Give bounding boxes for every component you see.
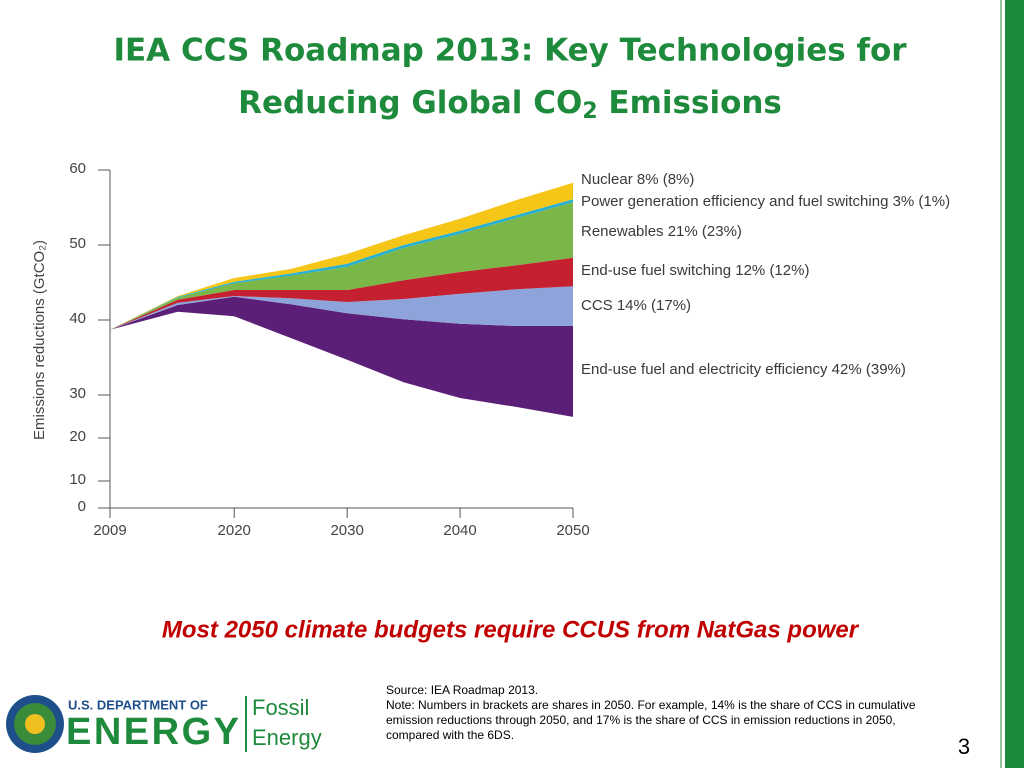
x-tick-label: 2030 <box>330 522 363 539</box>
logo-text: ENERGY <box>66 711 239 753</box>
area <box>110 257 573 330</box>
legend-label: Renewables 21% (23%) <box>581 223 742 240</box>
legend-label: End-use fuel and electricity efficiency … <box>581 361 906 378</box>
logo-text: Energy <box>252 725 322 750</box>
y-axis-label: Emissions reductions (GtCO₂) <box>31 240 48 440</box>
plot: End-use fuel and electricity efficiency … <box>69 160 950 539</box>
x-tick-label: 2040 <box>443 522 476 539</box>
legend-label: Nuclear 8% (8%) <box>581 171 694 188</box>
y-tick-label: 60 <box>69 160 86 177</box>
page-number: 3 <box>958 734 970 759</box>
x-tick-label: 2009 <box>93 522 126 539</box>
area <box>110 286 573 330</box>
note: Note: Numbers in brackets are shares in … <box>386 698 916 742</box>
legend-label: Power generation efficiency and fuel swi… <box>581 193 950 210</box>
area <box>110 296 573 417</box>
logo: U.S. DEPARTMENT OF ENERGY Fossil Energy <box>6 695 322 753</box>
title: IEA CCS Roadmap 2013: Key Technologies f… <box>113 33 907 69</box>
y-tick-label: 50 <box>69 235 86 252</box>
subtitle: Most 2050 climate budgets require CCUS f… <box>162 616 860 643</box>
legend-label: End-use fuel switching 12% (12%) <box>581 262 809 279</box>
title: Reducing Global CO2 Emissions <box>238 85 782 125</box>
area <box>110 182 573 330</box>
side-bar <box>1005 0 1024 768</box>
legend-label: CCS 14% (17%) <box>581 297 691 314</box>
y-tick-label: 10 <box>69 471 86 488</box>
footnote: Source: IEA Roadmap 2013. Note: Numbers … <box>386 683 934 743</box>
y-tick-label: 40 <box>69 310 86 327</box>
seal-center <box>25 714 45 734</box>
area <box>110 199 573 330</box>
logo-text: Fossil <box>252 695 309 720</box>
x-tick-label: 2020 <box>218 522 251 539</box>
y-tick-label: 30 <box>69 385 86 402</box>
title-part: Emissions <box>598 85 782 121</box>
y-tick-label: 20 <box>69 428 86 445</box>
source: Source: IEA Roadmap 2013. <box>386 683 539 697</box>
area <box>110 202 573 330</box>
logo-text: U.S. DEPARTMENT OF <box>68 697 208 712</box>
y-tick-label: 0 <box>78 498 86 515</box>
title-sub: 2 <box>582 99 597 124</box>
title-part: Reducing Global CO <box>238 85 582 121</box>
x-tick-label: 2050 <box>556 522 589 539</box>
